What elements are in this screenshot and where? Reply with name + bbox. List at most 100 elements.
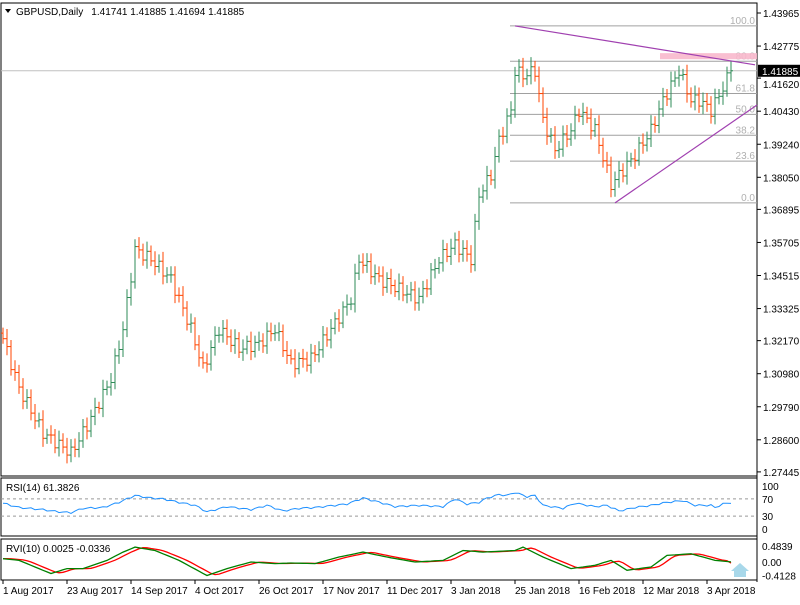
ohlc-bar (189, 313, 193, 333)
ohlc-bar (717, 88, 721, 105)
ohlc-bar (353, 263, 357, 313)
ohlc-bar (133, 239, 137, 289)
price-tick-label: 1.39240 (763, 140, 800, 151)
ohlc-bar (661, 87, 665, 117)
ohlc-bar (149, 245, 153, 267)
ohlc-bar (213, 326, 217, 356)
ohlc-bar (441, 239, 445, 272)
ohlc-bar (469, 245, 473, 273)
price-tick-label: 1.38050 (763, 173, 800, 184)
price-tick-label: 1.30980 (763, 370, 800, 381)
ohlc-bar (285, 341, 289, 365)
ohlc-bar (221, 319, 225, 343)
ohlc-bar (505, 108, 509, 144)
ohlc-bar (109, 373, 113, 396)
price-tick-label: 1.29790 (763, 403, 800, 414)
ohlc-bar (293, 349, 297, 378)
ohlc-bar (277, 322, 281, 342)
date-tick-label: 14 Sep 2017 (131, 586, 188, 597)
ohlc-bar (193, 317, 197, 351)
ohlc-bar (97, 401, 101, 414)
ohlc-bar (25, 389, 29, 409)
ohlc-bar (117, 340, 121, 364)
ohlc-bar (153, 251, 157, 276)
ohlc-bar (493, 146, 497, 189)
ohlc-bar (417, 287, 421, 311)
ohlc-bar (69, 439, 73, 463)
trendlines[interactable] (514, 25, 758, 204)
ohlc-bar (593, 117, 597, 137)
ohlc-bar (437, 257, 441, 274)
resistance-zone[interactable] (660, 53, 757, 60)
ohlc-bar (157, 254, 161, 273)
ohlc-bar (269, 322, 273, 342)
ohlc-bar (405, 284, 409, 304)
triangle-down-icon[interactable] (5, 9, 11, 13)
ohlc-bar (101, 379, 105, 418)
ohlc-bar (657, 100, 661, 134)
ohlc-bar (33, 403, 37, 430)
ohlc-bar (609, 156, 613, 198)
ohlc-bar (389, 268, 393, 295)
ohlc-bar (477, 187, 481, 230)
ohlc-bar (241, 339, 245, 361)
ohlc-bar (333, 312, 337, 335)
ohlc-bar (621, 163, 625, 183)
rvi-indicator: 0.4839 0.00 -0.4128 (2, 542, 796, 583)
ohlc-bar (281, 324, 285, 358)
fibo-level-label: 38.2 (736, 125, 756, 136)
rsi-panel[interactable] (0, 477, 758, 537)
ohlc-bar (205, 353, 209, 373)
ohlc-bar (321, 326, 325, 358)
rsi-line (2, 492, 732, 514)
ohlc-bar (561, 125, 565, 157)
fibonacci-retracement[interactable]: 100.080.061.850.038.223.60.0 (510, 16, 757, 204)
ohlc-bar (669, 71, 673, 108)
ohlc-bar (713, 88, 717, 125)
ohlc-bar (637, 136, 641, 166)
ohlc-bar (173, 266, 177, 304)
ohlc-bar (393, 279, 397, 297)
ohlc-bar (185, 301, 189, 331)
main-panel[interactable] (0, 2, 758, 477)
ohlc-bar (557, 141, 561, 159)
ohlc-bar (373, 264, 377, 285)
ohlc-bar (169, 266, 173, 283)
ohlc-bar (225, 319, 229, 345)
ohlc-bar (673, 71, 677, 88)
ohlc-bar (689, 87, 693, 108)
ohlc-bar (653, 116, 657, 133)
ohlc-bar (237, 332, 241, 359)
ohlc-bar (665, 89, 669, 106)
date-axis: 1 Aug 2017 23 Aug 2017 14 Sep 2017 4 Oct 20… (2, 580, 756, 597)
ohlc-bar (21, 378, 25, 410)
rvi-panel[interactable] (0, 538, 758, 581)
up-arrow-icon[interactable] (731, 563, 749, 577)
ohlc-bar (297, 352, 301, 375)
current-price-label: 1.41885 (758, 64, 800, 78)
rvi-tick-label: 0.4839 (762, 542, 793, 553)
ohlc-bar (121, 321, 125, 358)
rsi-tick-label: 70 (762, 495, 774, 506)
ohlc-bar (429, 262, 433, 296)
ohlc-bar (581, 102, 585, 126)
ohlc-bar (449, 238, 453, 265)
ohlc-bar (605, 151, 609, 174)
date-tick-label: 17 Nov 2017 (323, 586, 380, 597)
ohlc-bar (41, 410, 45, 447)
ohlc-bar (365, 253, 369, 273)
date-tick-label: 23 Aug 2017 (67, 586, 124, 597)
ohlc-bar (473, 213, 477, 272)
current-price-text: 1.41885 (762, 67, 799, 78)
ohlc-bar (161, 251, 165, 285)
ohlc-bar (289, 349, 293, 365)
ohlc-bar (233, 329, 237, 354)
date-tick-label: 12 Mar 2018 (643, 586, 700, 597)
ohlc-bar (425, 279, 429, 298)
price-tick-label: 1.27445 (763, 468, 800, 479)
trendline (514, 25, 756, 66)
price-tick-label: 1.41620 (763, 80, 800, 91)
ohlc-bar (677, 65, 681, 87)
ohlc-bar (45, 428, 49, 444)
